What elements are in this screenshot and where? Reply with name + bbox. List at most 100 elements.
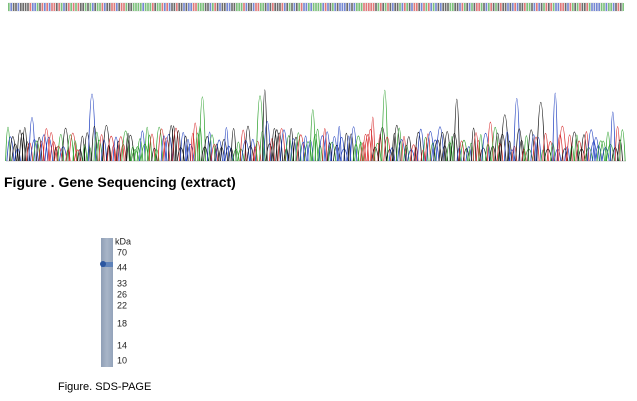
base-tick bbox=[125, 3, 128, 11]
base-tick bbox=[560, 3, 562, 11]
base-tick bbox=[173, 3, 176, 11]
base-tick bbox=[317, 3, 320, 11]
base-tick bbox=[248, 3, 250, 11]
base-tick bbox=[416, 3, 418, 11]
base-tick bbox=[336, 3, 339, 11]
base-tick bbox=[183, 3, 185, 11]
base-tick bbox=[315, 3, 317, 11]
base-tick bbox=[512, 3, 514, 11]
peak bbox=[535, 137, 542, 162]
base-tick bbox=[288, 3, 291, 11]
base-tick bbox=[612, 3, 615, 11]
base-tick bbox=[353, 3, 356, 11]
base-tick bbox=[204, 3, 207, 11]
peak bbox=[157, 128, 166, 162]
base-tick bbox=[312, 3, 315, 11]
base-tick bbox=[473, 3, 476, 11]
base-tick bbox=[586, 3, 588, 11]
protein-band bbox=[101, 262, 113, 267]
base-tick bbox=[22, 3, 24, 11]
base-tick bbox=[404, 3, 406, 11]
peak bbox=[261, 89, 268, 162]
base-tick bbox=[516, 3, 519, 11]
base-tick bbox=[20, 3, 22, 11]
base-tick bbox=[456, 3, 459, 11]
base-tick bbox=[82, 3, 84, 11]
base-tick bbox=[262, 3, 264, 11]
base-tick bbox=[360, 3, 363, 11]
base-tick bbox=[384, 3, 387, 11]
base-tick bbox=[118, 3, 120, 11]
base-tick bbox=[267, 3, 269, 11]
base-tick bbox=[567, 3, 569, 11]
base-tick bbox=[368, 3, 370, 11]
base-tick bbox=[322, 3, 324, 11]
base-tick bbox=[356, 3, 358, 11]
base-tick bbox=[284, 3, 286, 11]
peak bbox=[151, 147, 158, 162]
peak bbox=[223, 127, 230, 162]
peak bbox=[110, 144, 117, 162]
base-tick bbox=[562, 3, 564, 11]
base-tick bbox=[56, 3, 58, 11]
peak bbox=[190, 133, 196, 162]
base-tick bbox=[298, 3, 300, 11]
peak bbox=[171, 125, 177, 162]
peak bbox=[259, 130, 266, 162]
base-tick bbox=[495, 3, 497, 11]
base-tick bbox=[75, 3, 77, 11]
peak bbox=[311, 134, 319, 162]
peak bbox=[125, 133, 131, 162]
peak bbox=[5, 126, 11, 162]
peak bbox=[558, 125, 567, 162]
base-tick bbox=[509, 3, 512, 11]
peak bbox=[144, 126, 150, 162]
peak bbox=[295, 132, 302, 162]
base-tick bbox=[168, 3, 171, 11]
peak bbox=[330, 136, 338, 162]
base-tick bbox=[87, 3, 89, 11]
peak bbox=[414, 132, 423, 162]
peak bbox=[566, 134, 573, 162]
peak bbox=[91, 125, 98, 162]
peak bbox=[102, 124, 111, 162]
peak bbox=[299, 141, 307, 162]
peak bbox=[106, 136, 116, 162]
base-tick bbox=[608, 3, 610, 11]
base-tick bbox=[257, 3, 260, 11]
base-tick bbox=[53, 3, 56, 11]
base-tick bbox=[392, 3, 394, 11]
peak bbox=[68, 132, 77, 162]
base-tick bbox=[8, 3, 10, 11]
base-tick bbox=[106, 3, 108, 11]
peak bbox=[21, 127, 28, 162]
base-tick bbox=[341, 3, 344, 11]
peak bbox=[397, 139, 406, 162]
peak bbox=[388, 147, 396, 162]
base-tick bbox=[442, 3, 444, 11]
peak bbox=[606, 144, 615, 162]
peak bbox=[49, 141, 58, 162]
base-tick bbox=[84, 3, 87, 11]
peak bbox=[93, 131, 100, 162]
base-tick bbox=[243, 3, 245, 11]
peak bbox=[265, 143, 274, 162]
base-tick bbox=[610, 3, 612, 11]
base-tick bbox=[171, 3, 173, 11]
peak bbox=[72, 140, 78, 162]
base-tick bbox=[190, 3, 192, 11]
peak bbox=[206, 131, 213, 162]
peak bbox=[409, 144, 418, 162]
base-tick bbox=[327, 3, 329, 11]
peak bbox=[277, 128, 286, 162]
base-tick bbox=[296, 3, 298, 11]
peak bbox=[438, 132, 447, 162]
base-tick bbox=[44, 3, 46, 11]
peak bbox=[435, 126, 445, 162]
base-tick bbox=[310, 3, 312, 11]
base-tick bbox=[555, 3, 557, 11]
base-tick bbox=[411, 3, 413, 11]
base-tick bbox=[444, 3, 447, 11]
base-tick bbox=[382, 3, 384, 11]
peak bbox=[54, 145, 63, 162]
